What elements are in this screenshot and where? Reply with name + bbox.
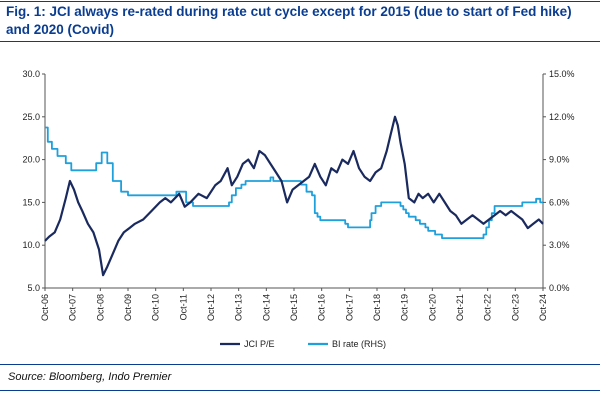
legend-label-jci-pe: JCI P/E (244, 339, 275, 349)
left-tick-label: 10.0 (22, 240, 40, 250)
chart-legend: JCI P/E BI rate (RHS) (220, 339, 386, 349)
right-tick-label: 15.0% (549, 69, 575, 79)
x-tick-label: Oct-20 (427, 294, 437, 321)
x-tick-label: Oct-16 (317, 294, 327, 321)
right-tick-label: 3.0% (549, 240, 570, 250)
left-tick-label: 5.0 (27, 283, 40, 293)
left-tick-label: 15.0 (22, 197, 40, 207)
figure-title: Fig. 1: JCI always re-rated during rate … (6, 4, 572, 37)
x-tick-label: Oct-06 (40, 294, 50, 321)
x-tick-label: Oct-23 (510, 294, 520, 321)
x-tick-label: Oct-17 (344, 294, 354, 321)
right-tick-label: 12.0% (549, 112, 575, 122)
chart-series-layer (44, 115, 544, 277)
left-tick-label: 20.0 (22, 155, 40, 165)
source-bottom-rule (0, 390, 600, 391)
right-tick-label: 9.0% (549, 155, 570, 165)
title-top-rule (0, 1, 600, 2)
x-tick-label: Oct-09 (123, 294, 133, 321)
x-tick-label: Oct-10 (151, 294, 161, 321)
series-line-bi-rate (45, 126, 543, 239)
x-tick-label: Oct-22 (483, 294, 493, 321)
x-tick-label: Oct-24 (538, 294, 548, 321)
x-tick-label: Oct-21 (455, 294, 465, 321)
chart-svg: 5.0 10.0 15.0 20.0 25.0 30.0 0.0% 3.0% 6.0% 9.0% 1… (22, 69, 574, 349)
x-tick-label: Oct-15 (289, 294, 299, 321)
right-tick-label: 6.0% (549, 197, 570, 207)
source-note: Source: Bloomberg, Indo Premier (8, 371, 172, 383)
x-tick-label: Oct-18 (372, 294, 382, 321)
x-tick-label: Oct-12 (206, 294, 216, 321)
left-tick-label: 30.0 (22, 69, 40, 79)
x-tick-label: Oct-11 (178, 294, 188, 320)
x-tick-label: Oct-13 (234, 294, 244, 321)
left-tick-label: 25.0 (22, 112, 40, 122)
x-tick-label: Oct-14 (261, 294, 271, 321)
x-tick-label: Oct-07 (68, 294, 78, 321)
series-line-jci-pe (44, 115, 544, 277)
title-bottom-rule (0, 41, 600, 42)
legend-label-bi-rate: BI rate (RHS) (332, 339, 386, 349)
x-tick-label: Oct-19 (400, 294, 410, 321)
source-top-rule (0, 364, 600, 365)
right-tick-label: 0.0% (549, 283, 570, 293)
x-tick-label: Oct-08 (95, 294, 105, 321)
chart-axes: 5.0 10.0 15.0 20.0 25.0 30.0 0.0% 3.0% 6.0% 9.0% 1… (22, 69, 574, 321)
